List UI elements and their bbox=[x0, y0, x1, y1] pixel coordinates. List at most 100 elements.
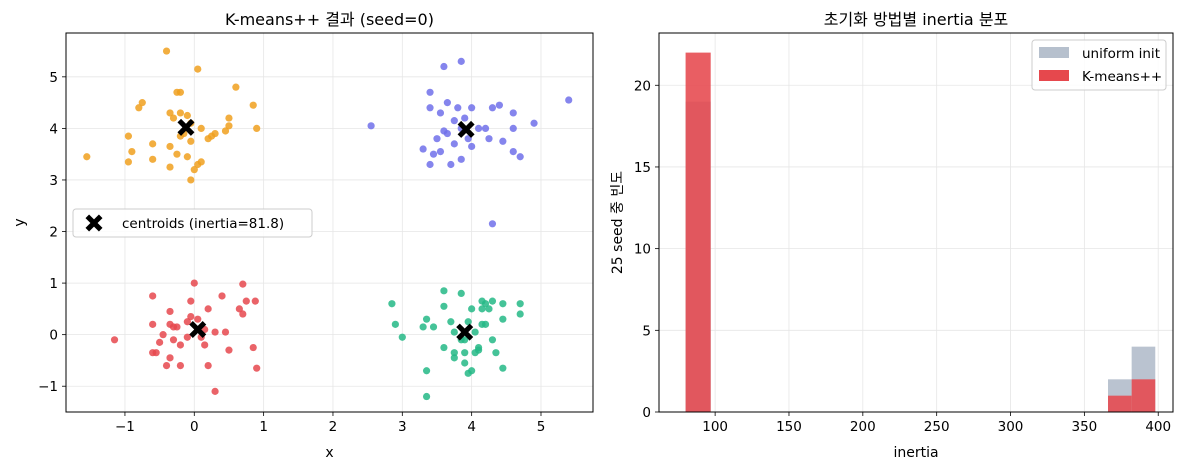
scatter-point bbox=[422, 315, 431, 323]
histogram-title: 초기화 방법별 inertia 분포 bbox=[824, 10, 1009, 29]
y-tick-label: 2 bbox=[49, 225, 58, 241]
legend-centroids-label: centroids (inertia=81.8) bbox=[122, 216, 284, 232]
scatter-point bbox=[225, 346, 233, 354]
scatter-point bbox=[464, 135, 472, 143]
centroid-marker bbox=[189, 320, 207, 338]
scatter-point bbox=[422, 392, 431, 401]
scatter-point bbox=[457, 155, 465, 163]
scatter-point bbox=[509, 124, 517, 132]
scatter-point bbox=[183, 318, 191, 326]
scatter-point bbox=[173, 150, 181, 158]
histogram-panel: 100 150 200 250 300 350 400 0 5 10 15 20 초기화 방법별 i… bbox=[610, 10, 1174, 461]
scatter-x-ticks: −1 0 1 2 3 4 5 bbox=[115, 412, 545, 435]
scatter-plot-frame bbox=[65, 32, 594, 413]
scatter-point bbox=[429, 150, 438, 158]
scatter-point bbox=[128, 147, 136, 156]
x-tick-label: 350 bbox=[1071, 419, 1097, 435]
scatter-point bbox=[447, 160, 455, 169]
x-tick-label: 4 bbox=[467, 419, 476, 435]
y-tick-label: 15 bbox=[634, 160, 651, 176]
scatter-y-ticks: −1 0 1 2 3 4 5 bbox=[38, 70, 66, 395]
scatter-point bbox=[398, 333, 406, 341]
scatter-point bbox=[253, 364, 261, 372]
scatter-point bbox=[183, 153, 191, 161]
scatter-point bbox=[218, 292, 226, 300]
scatter-point bbox=[159, 331, 167, 339]
y-tick-label: 1 bbox=[49, 276, 58, 292]
y-tick-label: 5 bbox=[642, 323, 651, 339]
scatter-point bbox=[464, 369, 472, 377]
scatter-point bbox=[187, 137, 195, 145]
scatter-point bbox=[211, 387, 219, 395]
scatter-y-axis-label: y bbox=[12, 218, 28, 226]
scatter-point bbox=[156, 338, 164, 346]
scatter-point bbox=[110, 336, 119, 344]
y-tick-label: −1 bbox=[38, 379, 58, 395]
scatter-point bbox=[149, 155, 157, 163]
scatter-point bbox=[481, 320, 490, 328]
scatter-point bbox=[391, 320, 399, 328]
scatter-point bbox=[481, 300, 490, 308]
scatter-point bbox=[447, 318, 455, 326]
scatter-point bbox=[253, 124, 261, 132]
scatter-point bbox=[169, 336, 178, 344]
scatter-point bbox=[162, 361, 171, 370]
scatter-point bbox=[419, 145, 427, 153]
scatter-point bbox=[176, 109, 185, 117]
scatter-point bbox=[440, 343, 448, 352]
y-tick-label: 20 bbox=[634, 78, 651, 94]
x-tick-label: 150 bbox=[776, 419, 802, 435]
scatter-points bbox=[83, 47, 573, 401]
scatter-point bbox=[166, 109, 174, 117]
scatter-point bbox=[149, 140, 157, 148]
scatter-point bbox=[187, 176, 195, 184]
scatter-title: K-means++ 결과 (seed=0) bbox=[225, 10, 434, 29]
scatter-point bbox=[440, 62, 448, 71]
scatter-point bbox=[499, 315, 507, 323]
scatter-point bbox=[499, 364, 507, 372]
scatter-point bbox=[450, 140, 458, 148]
scatter-point bbox=[565, 96, 573, 104]
scatter-point bbox=[433, 135, 441, 143]
scatter-point bbox=[251, 297, 259, 305]
scatter-point bbox=[166, 307, 174, 316]
scatter-point bbox=[176, 361, 185, 370]
legend-swatch-kmeanspp bbox=[1039, 70, 1069, 81]
scatter-point bbox=[429, 323, 438, 331]
scatter-point bbox=[464, 318, 472, 326]
scatter-point bbox=[225, 122, 233, 130]
scatter-point bbox=[485, 305, 493, 313]
centroid-markers bbox=[177, 118, 475, 341]
scatter-point bbox=[135, 104, 143, 112]
x-tick-label: 200 bbox=[850, 419, 876, 435]
scatter-point bbox=[488, 297, 497, 305]
scatter-point bbox=[461, 114, 469, 122]
scatter-point bbox=[426, 104, 434, 112]
legend-label-kmeanspp: K-means++ bbox=[1082, 69, 1162, 85]
scatter-point bbox=[426, 160, 434, 169]
scatter-point bbox=[197, 158, 205, 166]
scatter-point bbox=[468, 305, 476, 313]
scatter-point bbox=[83, 153, 91, 161]
scatter-legend: centroids (inertia=81.8) bbox=[72, 208, 313, 238]
scatter-point bbox=[450, 354, 458, 362]
scatter-point bbox=[190, 279, 198, 287]
scatter-point bbox=[221, 127, 230, 135]
scatter-point bbox=[457, 57, 465, 65]
scatter-point bbox=[530, 119, 538, 127]
histogram-y-axis-label: 25 seed 중 빈도 bbox=[610, 171, 626, 274]
scatter-point bbox=[436, 147, 445, 156]
scatter-point bbox=[176, 341, 185, 349]
scatter-point bbox=[388, 300, 396, 308]
scatter-point bbox=[124, 132, 133, 140]
scatter-point bbox=[149, 320, 157, 328]
x-tick-label: 3 bbox=[398, 419, 407, 435]
x-tick-label: 250 bbox=[924, 419, 950, 435]
legend-swatch-uniform-init bbox=[1039, 47, 1069, 58]
y-tick-label: 5 bbox=[49, 70, 58, 86]
scatter-point bbox=[166, 163, 174, 171]
scatter-point bbox=[454, 104, 462, 112]
scatter-point bbox=[443, 129, 451, 138]
histogram-y-ticks: 0 5 10 15 20 bbox=[634, 78, 659, 421]
